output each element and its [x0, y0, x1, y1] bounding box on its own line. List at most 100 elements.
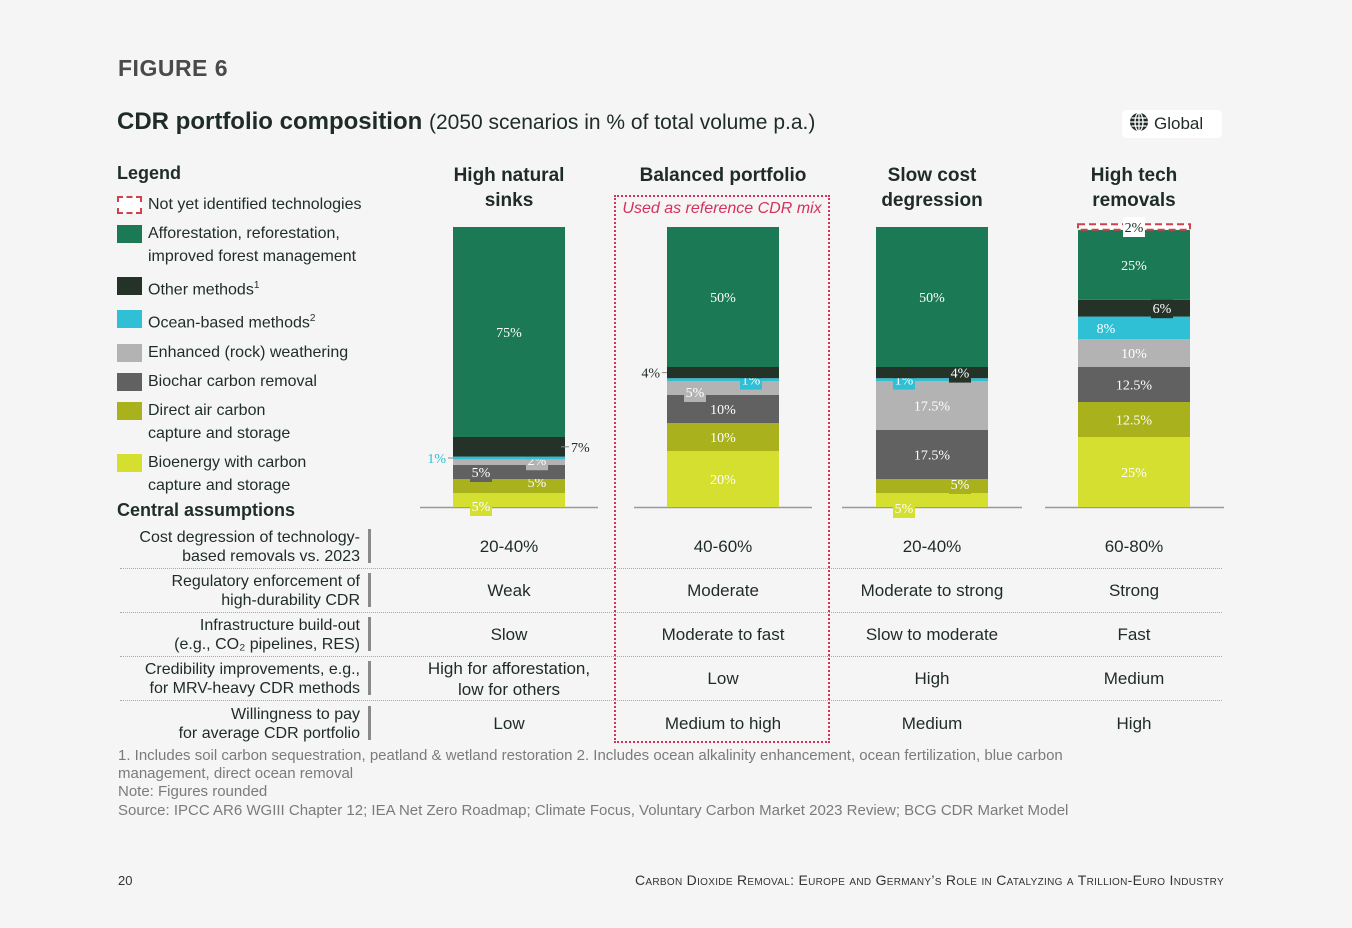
legend-label: Other methods1 — [148, 280, 260, 299]
legend-swatch — [117, 343, 142, 362]
assumption-cell: Medium — [1103, 669, 1165, 688]
assumption-cell: 20-40% — [902, 537, 962, 556]
bar-segment-daccs — [667, 423, 779, 451]
globe-icon — [1129, 111, 1149, 137]
row-separator — [120, 656, 1222, 657]
assumption-label: Cost degression of technology-based remo… — [139, 529, 360, 565]
legend-swatch — [117, 225, 142, 243]
bar-segment-arr — [667, 227, 779, 367]
bar-label: 5% — [472, 500, 491, 515]
label-box — [1151, 298, 1173, 319]
assumption-label: Regulatory enforcement of high-durability… — [171, 573, 360, 609]
bar-label: 17.5% — [914, 400, 951, 415]
legend-label: Afforestation, reforestation, improved fo… — [148, 225, 357, 265]
legend-item-other: Other methods1 — [117, 274, 407, 301]
bar-segment-other — [667, 367, 779, 379]
running-title: Carbon Dioxide Removal: Europe and Germa… — [635, 872, 1224, 888]
title-subtitle: (2050 scenarios in % of total volume p.a… — [428, 111, 816, 134]
bar-segment-ocean — [453, 456, 565, 460]
legend-label: Biochar carbon removal — [148, 372, 317, 390]
row-divider-bar — [368, 617, 371, 651]
title-main: CDR portfolio composition — [117, 108, 423, 135]
assumption-cell: Slow — [490, 625, 528, 644]
assumption-cell: 60-80% — [1104, 537, 1164, 556]
figure-label: FIGURE 6 — [118, 55, 229, 81]
label-box — [1123, 217, 1145, 237]
bar-segment-other — [876, 367, 988, 379]
assumption-cell: Strong — [1108, 581, 1160, 600]
bar-segment-daccs — [876, 479, 988, 493]
note: Note: Figures rounded — [118, 783, 268, 800]
footnote-1-cont: management, direct ocean removal — [118, 765, 354, 782]
bar-segment-other — [453, 437, 565, 457]
legend-label: Ocean-based methods2 — [148, 313, 316, 332]
bar-label: 10% — [710, 403, 736, 418]
row-divider-bar — [368, 573, 371, 607]
label-box — [893, 498, 915, 518]
bar-label: 25% — [1121, 259, 1147, 274]
legend-item-beccs: Bioenergy with carbon capture and storage — [117, 451, 407, 497]
legend-item-nyi: Not yet identified technologies — [117, 193, 407, 216]
footnote-1: 1. Includes soil carbon sequestration, p… — [118, 747, 1063, 764]
page-number: 20 — [118, 873, 133, 888]
row-divider-bar — [368, 529, 371, 563]
bar-segment-ocean — [667, 378, 779, 381]
bar-label: 12.5% — [1116, 414, 1153, 429]
assumption-cell: Slow to moderate — [865, 625, 999, 644]
region-badge: Global — [1122, 110, 1222, 138]
label-box — [470, 462, 492, 482]
bar-label: 5% — [686, 386, 705, 401]
bar-segment-erw — [1078, 339, 1190, 367]
label-box — [949, 362, 971, 383]
row-separator — [120, 700, 1222, 701]
bar-segment-arr — [1078, 229, 1190, 300]
bar-segment-biochar — [876, 430, 988, 479]
legend-swatch — [117, 401, 142, 420]
bar-segment-erw — [667, 381, 779, 395]
assumption-cell: Fast — [1117, 625, 1151, 644]
bar-segment-biochar — [1078, 367, 1190, 402]
assumption-cell: 20-40% — [479, 537, 539, 556]
legend-label: Not yet identified technologies — [148, 196, 362, 213]
column-header: High tech removals — [1090, 165, 1178, 211]
bar-segment-ocean — [876, 378, 988, 381]
assumptions-title: Central assumptions — [117, 500, 296, 520]
bar-label: 5% — [895, 502, 914, 517]
bar-segment-arr — [876, 227, 988, 367]
legend-swatch — [117, 277, 142, 295]
assumption-cell: Medium — [901, 714, 963, 733]
legend-swatch — [117, 310, 142, 329]
bar-label: 12.5% — [1116, 379, 1153, 394]
bar-label: 5% — [951, 478, 970, 493]
bar-segment-biochar — [453, 465, 565, 479]
assumption-cell: Medium to high — [664, 714, 782, 733]
bar-label: 50% — [710, 291, 736, 306]
reference-mix-box — [614, 195, 830, 743]
assumption-cell: Moderate to fast — [661, 625, 785, 644]
bar-label: 4% — [641, 367, 660, 382]
column-header: Slow cost degression — [881, 165, 983, 211]
bar-label: 5% — [472, 466, 491, 481]
bar-label: 25% — [1121, 466, 1147, 481]
bar-label: 10% — [710, 431, 736, 446]
bar-label: 75% — [496, 326, 522, 341]
bar-segment-beccs — [667, 451, 779, 507]
region-label: Global — [1154, 114, 1204, 133]
source: Source: IPCC AR6 WGIII Chapter 12; IEA N… — [118, 802, 1069, 819]
legend: Not yet identified technologies Afforesta… — [117, 193, 407, 503]
bar-label: 20% — [710, 473, 736, 488]
bar-label: 50% — [919, 291, 945, 306]
bar-label: 17.5% — [914, 449, 951, 464]
legend-item-daccs: Direct air carbon capture and storage — [117, 399, 407, 445]
assumption-cell: Low — [707, 669, 739, 688]
row-separator — [120, 568, 1222, 569]
bar-segment-beccs — [453, 493, 565, 507]
assumption-label: Infrastructure build-out (e.g., CO₂ pipel… — [174, 617, 360, 653]
bar-label: 8% — [1097, 322, 1116, 337]
assumption-cell: 40-60% — [693, 537, 753, 556]
bar-segment-daccs — [1078, 402, 1190, 437]
assumption-cell: High for afforestation, low for others — [427, 659, 591, 699]
bar-label: 6% — [1153, 302, 1172, 317]
bar-label: 1% — [427, 452, 446, 467]
legend-label: Direct air carbon capture and storage — [148, 401, 291, 442]
